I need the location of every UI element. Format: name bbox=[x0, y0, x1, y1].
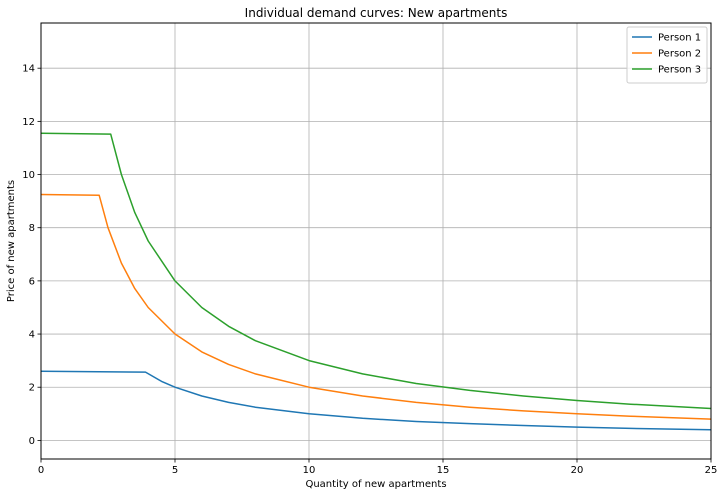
y-tick-label: 0 bbox=[29, 436, 35, 447]
legend-label: Person 1 bbox=[658, 33, 701, 44]
y-tick-label: 14 bbox=[22, 64, 35, 75]
series-lines bbox=[40, 132, 712, 431]
plot-frame bbox=[40, 22, 712, 460]
legend-label: Person 3 bbox=[658, 65, 701, 76]
x-tick-label: 0 bbox=[38, 465, 44, 476]
x-axis-title: Quantity of new apartments bbox=[305, 479, 446, 490]
y-tick-label: 8 bbox=[29, 223, 35, 234]
series-line-person-3 bbox=[40, 132, 712, 410]
y-tick-label: 4 bbox=[29, 330, 35, 341]
x-tick-label: 5 bbox=[172, 465, 178, 476]
axis-ticks: 0 5 10 15 20 25 0 2 4 6 8 10 12 14 bbox=[22, 64, 717, 476]
y-tick-label: 6 bbox=[29, 276, 35, 287]
x-tick-label: 10 bbox=[303, 465, 316, 476]
y-axis-title: Price of new apartments bbox=[6, 180, 17, 302]
series-line-person-1 bbox=[40, 370, 712, 431]
y-tick-label: 12 bbox=[22, 117, 35, 128]
y-tick-label: 2 bbox=[29, 383, 35, 394]
y-tick-label: 10 bbox=[22, 170, 35, 181]
chart-title: Individual demand curves: New apartments bbox=[245, 6, 508, 20]
legend: Person 1 Person 2 Person 3 bbox=[626, 26, 708, 84]
x-tick-label: 15 bbox=[437, 465, 450, 476]
series-line-person-2 bbox=[40, 193, 712, 420]
x-tick-label: 20 bbox=[571, 465, 584, 476]
legend-label: Person 2 bbox=[658, 49, 701, 60]
x-tick-label: 25 bbox=[705, 465, 718, 476]
